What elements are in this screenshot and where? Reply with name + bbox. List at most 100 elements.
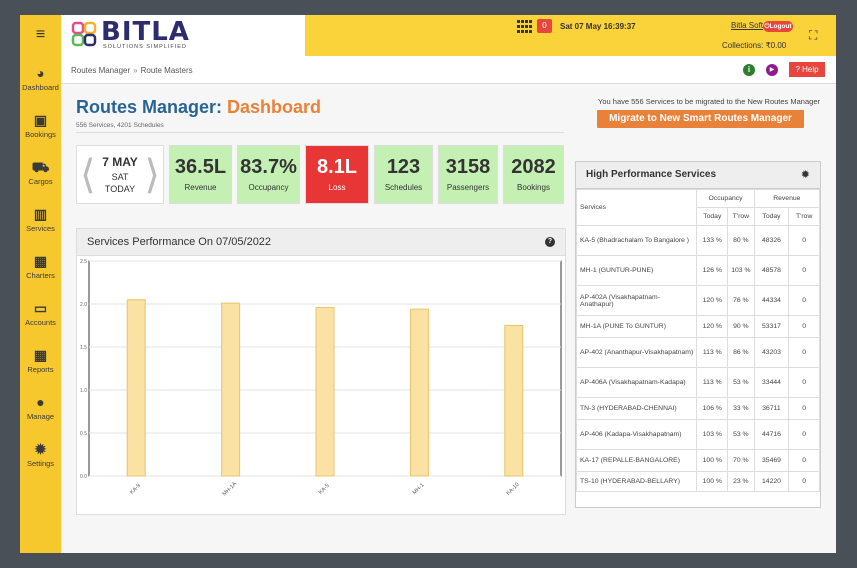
page-meta: 556 Services, 4201 Schedules — [76, 122, 164, 129]
table-row[interactable]: TN-3 (HYDERABAD-CHENNAI) 106 % 33 % 36711 0 — [575, 397, 820, 420]
kpi-occupancy[interactable]: 83.7% Occupancy — [237, 145, 300, 204]
col-header-rev-trow: T'row — [788, 207, 820, 226]
current-datetime: Sat 07 May 16:39:37 — [560, 22, 636, 31]
breadcrumb-route-masters[interactable]: Route Masters — [140, 66, 193, 75]
main-content: Routes Manager: Dashboard 556 Services, … — [61, 84, 836, 553]
revenue-trow-cell: 0 — [788, 255, 820, 286]
revenue-today-cell: 35469 — [753, 449, 790, 472]
revenue-today-cell: 53317 — [753, 315, 790, 338]
sidebar-item-accounts[interactable]: ▭ Accounts — [20, 290, 61, 337]
table-row[interactable]: KA-5 (Bhadrachalam To Bangalore ) 133 % 80… — [575, 225, 820, 256]
next-date-chevron-icon[interactable]: ⟩ — [144, 152, 160, 198]
bar-mh-1a — [221, 302, 241, 477]
logo-mark-icon — [71, 21, 97, 47]
sidebar-item-bookings[interactable]: ▣ Bookings — [20, 102, 61, 149]
migrate-note: You have 556 Services to be migrated to … — [598, 97, 820, 106]
table-row[interactable]: TS-10 (HYDERABAD-BELLARY) 100 % 23 % 14220 0 — [575, 471, 820, 492]
y-tick-label: 0.0 — [80, 474, 87, 480]
page-title-main: Routes Manager: — [76, 97, 223, 117]
logo-text: BITLA — [101, 17, 190, 47]
sidebar-item-label: Services — [26, 223, 55, 233]
occupancy-trow-cell: 80 % — [727, 225, 755, 256]
info-icon[interactable]: i — [743, 64, 755, 76]
migrate-button[interactable]: Migrate to New Smart Routes Manager — [597, 110, 804, 128]
apps-grid-icon[interactable] — [517, 20, 535, 34]
table-row[interactable]: MH-1 (GUNTUR-PUNE) 126 % 103 % 48578 0 — [575, 255, 820, 286]
kpi-value: 8.1L — [316, 156, 358, 178]
table-row[interactable]: AP-402A (Visakhapatnam-Anathapur) 120 % 76… — [575, 285, 820, 316]
breadcrumb-routes-manager[interactable]: Routes Manager — [71, 66, 131, 75]
service-name-cell: MH-1A (PUNE To GUNTUR) — [575, 315, 698, 338]
occupancy-today-cell: 106 % — [696, 397, 729, 420]
table-row[interactable]: MH-1A (PUNE To GUNTUR) 120 % 90 % 53317 0 — [575, 315, 820, 338]
truck-icon: ⛟ — [31, 158, 50, 175]
sidebar-item-dashboard[interactable]: ◕ Dashboard — [20, 55, 61, 102]
help-question-icon[interactable]: ? — [545, 237, 555, 247]
title-divider — [76, 132, 564, 133]
kpi-bookings[interactable]: 2082 Bookings — [503, 145, 564, 204]
notification-count-badge[interactable]: 0 — [537, 19, 552, 33]
revenue-today-cell: 48578 — [753, 255, 790, 286]
logout-label: Logout — [769, 23, 792, 30]
hamburger-menu-icon[interactable]: ≡ — [35, 26, 46, 43]
sidebar-item-services[interactable]: ▥ Services — [20, 196, 61, 243]
y-tick-label: 1.0 — [80, 388, 87, 394]
occupancy-trow-cell: 70 % — [727, 449, 755, 472]
date-today-label: TODAY — [104, 184, 136, 194]
kpi-value: 123 — [386, 156, 421, 178]
kpi-schedules[interactable]: 123 Schedules — [374, 145, 433, 204]
services-performance-panel: Services Performance On 07/05/2022 ? 0.0… — [76, 228, 566, 515]
high-performance-table: Services Occupancy Revenue Today T'row T… — [575, 189, 821, 492]
col-header-revenue: Revenue — [753, 189, 821, 208]
y-tick-label: 1.5 — [80, 345, 87, 351]
occupancy-trow-cell: 33 % — [727, 397, 755, 420]
sidebar-item-label: Settings — [26, 458, 55, 468]
kpi-loss[interactable]: 8.1L Loss — [305, 145, 369, 204]
user-name-link[interactable]: Bitla Soft — [731, 21, 764, 30]
service-name-cell: AP-406A (Visakhapatnam-Kadapa) — [575, 367, 698, 398]
table-row[interactable]: AP-406 (Kadapa-Visakhapatnam) 103 % 53 % 44… — [575, 419, 820, 450]
top-header: BITLA SOLUTIONS SIMPLIFIED 0 Sat 07 May … — [61, 15, 836, 56]
kpi-value: 3158 — [445, 156, 491, 178]
sidebar-item-reports[interactable]: ▦ Reports — [20, 337, 61, 384]
sidebar-item-manage[interactable]: ● Manage — [20, 384, 61, 431]
gear-icon[interactable]: ✹ — [800, 169, 810, 181]
bar-ka-5 — [315, 306, 335, 477]
play-video-icon[interactable]: ▶ — [766, 64, 778, 76]
logout-button[interactable]: ⏻Logout — [763, 21, 793, 32]
chart-title: Services Performance On 07/05/2022 — [87, 236, 272, 248]
date-day: 7 MAY — [102, 155, 138, 169]
sidebar-item-cargos[interactable]: ⛟ Cargos — [20, 149, 61, 196]
app-window: ≡ ◕ Dashboard ▣ Bookings ⛟ Cargos ▥ Services ▦ Ch… — [20, 15, 836, 553]
kpi-label: Revenue — [184, 183, 217, 192]
occupancy-trow-cell: 103 % — [727, 255, 755, 286]
fullscreen-expand-icon[interactable]: ⛶ — [809, 28, 818, 42]
sidebar-item-settings[interactable]: ✹ Settings — [20, 431, 61, 478]
kpi-revenue[interactable]: 36.5L Revenue — [169, 145, 232, 204]
service-name-cell: KA-5 (Bhadrachalam To Bangalore ) — [575, 225, 698, 256]
occupancy-trow-cell: 23 % — [727, 471, 755, 492]
sidebar-item-label: Charters — [26, 270, 55, 280]
table-row[interactable]: KA-17 (REPALLE-BANGALORE) 100 % 70 % 35469 0 — [575, 449, 820, 472]
help-button[interactable]: ? Help — [789, 62, 825, 77]
occupancy-today-cell: 113 % — [696, 367, 729, 398]
bar-mh-1 — [409, 308, 429, 477]
kpi-label: Occupancy — [248, 183, 289, 192]
table-row[interactable]: AP-406A (Visakhapatnam-Kadapa) 113 % 53 % 3… — [575, 367, 820, 398]
service-name-cell: AP-402A (Visakhapatnam-Anathapur) — [575, 285, 698, 316]
sidebar-item-charters[interactable]: ▦ Charters — [20, 243, 61, 290]
logo[interactable]: BITLA SOLUTIONS SIMPLIFIED — [61, 15, 305, 56]
occupancy-trow-cell: 86 % — [727, 337, 755, 368]
kpi-value: 36.5L — [174, 156, 227, 178]
breadcrumb-bar: Routes Manager» Route Masters i ▶ ? Help — [61, 56, 836, 84]
occupancy-today-cell: 120 % — [696, 315, 729, 338]
breadcrumb: Routes Manager» Route Masters — [71, 66, 193, 75]
prev-date-chevron-icon[interactable]: ⟨ — [80, 152, 96, 198]
kpi-passengers[interactable]: 3158 Passengers — [438, 145, 498, 204]
table-row[interactable]: AP-402 (Ananthapur-Visakhapatnam) 113 % 86… — [575, 337, 820, 368]
bar-ka-10 — [504, 325, 524, 477]
occupancy-today-cell: 133 % — [696, 225, 729, 256]
col-header-occ-today: Today — [696, 207, 729, 226]
occupancy-trow-cell: 53 % — [727, 419, 755, 450]
revenue-trow-cell: 0 — [788, 419, 820, 450]
